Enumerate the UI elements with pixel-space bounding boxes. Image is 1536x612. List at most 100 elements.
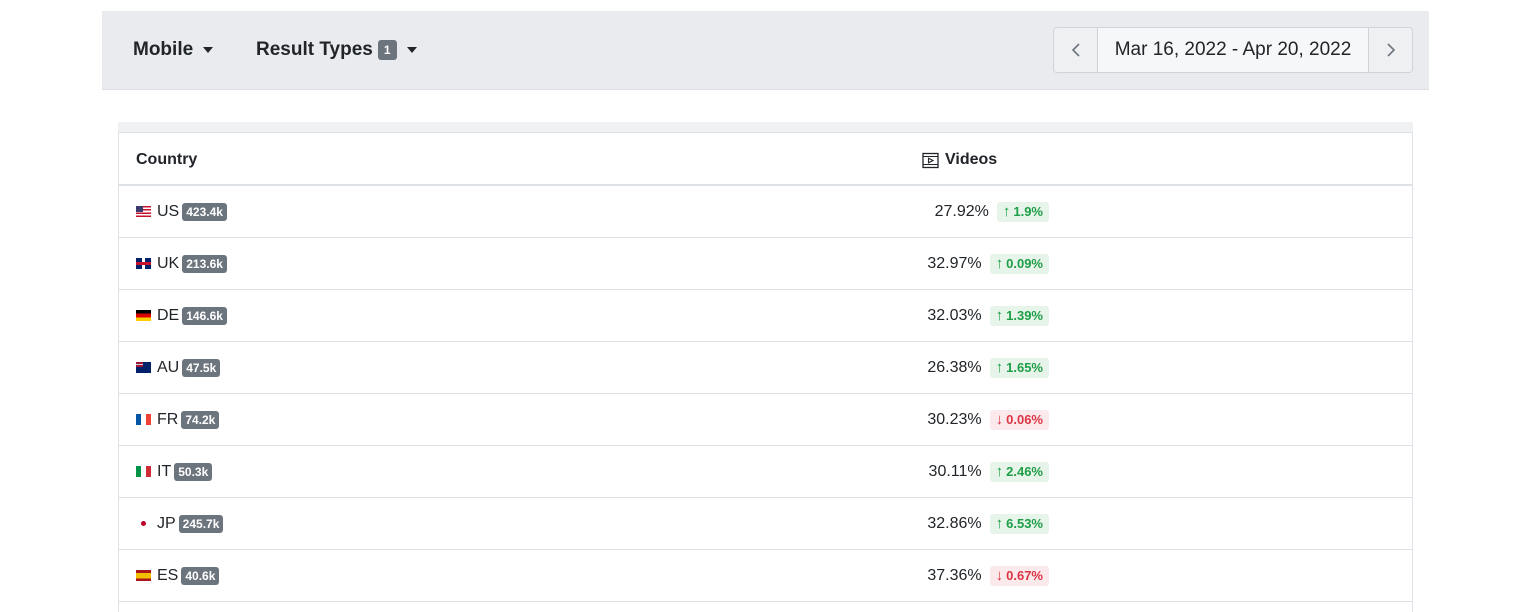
search-volume-badge: 50.3k bbox=[174, 462, 213, 481]
search-volume-badge: 40.6k bbox=[181, 566, 220, 585]
arrow-up-icon: ↑ bbox=[995, 462, 1004, 480]
country-cell: AU 47.5k bbox=[136, 342, 221, 393]
caret-down-icon bbox=[203, 47, 214, 53]
arrow-up-icon: ↑ bbox=[995, 514, 1004, 532]
arrow-down-icon: ↓ bbox=[995, 566, 1004, 584]
table-row: JP 245.7k 32.86% ↑ 6.53% bbox=[119, 498, 1412, 550]
change-badge: ↑ 1.9% bbox=[996, 201, 1049, 222]
uk-flag-icon bbox=[136, 258, 151, 269]
arrow-down-icon: ↓ bbox=[995, 410, 1004, 428]
change-value: 0.09% bbox=[1006, 255, 1043, 271]
country-column-header[interactable]: Country bbox=[136, 151, 198, 168]
fr-flag-icon bbox=[136, 414, 151, 425]
country-code: AU bbox=[157, 358, 180, 376]
caret-down-icon bbox=[406, 47, 417, 53]
change-badge: ↑ 1.39% bbox=[989, 305, 1049, 326]
video-icon bbox=[922, 152, 939, 168]
date-range-display[interactable]: Mar 16, 2022 - Apr 20, 2022 bbox=[1098, 28, 1368, 72]
previous-period-button[interactable] bbox=[1054, 28, 1098, 72]
country-code: DE bbox=[157, 306, 180, 324]
device-dropdown-label: Mobile bbox=[133, 39, 194, 60]
chevron-left-icon bbox=[1071, 43, 1080, 57]
videos-value-cell: 32.86% ↑ 6.53% bbox=[879, 498, 1049, 549]
search-volume-badge: 245.7k bbox=[178, 514, 224, 533]
country-code: US bbox=[157, 202, 180, 220]
table-row: DE 146.6k 32.03% ↑ 1.39% bbox=[119, 290, 1412, 342]
change-badge: ↑ 2.46% bbox=[989, 461, 1049, 482]
videos-column-label: Videos bbox=[945, 151, 998, 168]
search-volume-badge: 47.5k bbox=[182, 358, 221, 377]
table-row: US 423.4k 27.92% ↑ 1.9% bbox=[119, 186, 1412, 238]
change-badge: ↑ 1.65% bbox=[989, 357, 1049, 378]
country-cell: DE 146.6k bbox=[136, 290, 227, 341]
videos-value-cell: 30.11% ↑ 2.46% bbox=[879, 446, 1049, 497]
country-table: Country Videos US 423.4k 27.92% ↑ 1.9% bbox=[118, 132, 1413, 612]
videos-value-cell: 37.36% ↓ 0.67% bbox=[879, 550, 1049, 601]
country-code: IT bbox=[157, 462, 172, 480]
table-body: US 423.4k 27.92% ↑ 1.9% UK 213.6k 32.97% … bbox=[119, 186, 1412, 602]
table-row: IT 50.3k 30.11% ↑ 2.46% bbox=[119, 446, 1412, 498]
videos-value-cell: 32.03% ↑ 1.39% bbox=[879, 290, 1049, 341]
videos-value-cell: 30.23% ↓ 0.06% bbox=[879, 394, 1049, 445]
country-cell: UK 213.6k bbox=[136, 238, 227, 289]
videos-percentage: 32.97% bbox=[927, 254, 982, 272]
videos-value-cell: 26.38% ↑ 1.65% bbox=[879, 342, 1049, 393]
videos-percentage: 32.86% bbox=[927, 514, 982, 532]
change-value: 2.46% bbox=[1006, 463, 1043, 479]
videos-percentage: 30.11% bbox=[928, 462, 982, 480]
arrow-up-icon: ↑ bbox=[995, 306, 1004, 324]
country-code: UK bbox=[157, 254, 180, 272]
result-types-dropdown[interactable]: Result Types 1 bbox=[256, 39, 417, 61]
videos-column-header[interactable]: Videos bbox=[922, 151, 997, 169]
table-header: Country Videos bbox=[119, 133, 1412, 186]
change-value: 6.53% bbox=[1006, 515, 1043, 531]
table-row: AU 47.5k 26.38% ↑ 1.65% bbox=[119, 342, 1412, 394]
es-flag-icon bbox=[136, 570, 151, 581]
videos-value-cell: 32.97% ↑ 0.09% bbox=[879, 238, 1049, 289]
it-flag-icon bbox=[136, 466, 151, 477]
au-flag-icon bbox=[136, 362, 151, 373]
country-code: FR bbox=[157, 410, 179, 428]
change-value: 0.67% bbox=[1006, 567, 1043, 583]
country-cell: JP 245.7k bbox=[136, 498, 224, 549]
change-value: 1.9% bbox=[1013, 203, 1043, 219]
result-types-label: Result Types bbox=[256, 39, 373, 60]
videos-percentage: 27.92% bbox=[934, 202, 989, 220]
search-volume-badge: 423.4k bbox=[182, 202, 227, 221]
change-value: 1.65% bbox=[1006, 359, 1043, 375]
country-cell: ES 40.6k bbox=[136, 550, 220, 601]
de-flag-icon bbox=[136, 310, 151, 321]
table-top-strip bbox=[118, 122, 1413, 132]
change-badge: ↑ 0.09% bbox=[989, 253, 1049, 274]
result-types-count-badge: 1 bbox=[377, 40, 397, 60]
videos-value-cell: 27.92% ↑ 1.9% bbox=[879, 186, 1049, 237]
arrow-up-icon: ↑ bbox=[995, 358, 1004, 376]
search-volume-badge: 74.2k bbox=[181, 410, 220, 429]
table-row: UK 213.6k 32.97% ↑ 0.09% bbox=[119, 238, 1412, 290]
next-period-button[interactable] bbox=[1368, 28, 1412, 72]
table-row: ES 40.6k 37.36% ↓ 0.67% bbox=[119, 550, 1412, 602]
date-range-picker: Mar 16, 2022 - Apr 20, 2022 bbox=[1053, 27, 1413, 73]
change-value: 1.39% bbox=[1006, 307, 1043, 323]
jp-flag-icon bbox=[136, 518, 151, 529]
search-volume-badge: 213.6k bbox=[182, 254, 227, 273]
chevron-right-icon bbox=[1386, 43, 1395, 57]
country-cell: IT 50.3k bbox=[136, 446, 213, 497]
filter-toolbar: Mobile Result Types 1 Mar 16, 2022 - Apr… bbox=[102, 11, 1429, 90]
change-badge: ↓ 0.06% bbox=[989, 409, 1049, 430]
table-row: FR 74.2k 30.23% ↓ 0.06% bbox=[119, 394, 1412, 446]
change-badge: ↓ 0.67% bbox=[989, 565, 1049, 586]
change-badge: ↑ 6.53% bbox=[989, 513, 1049, 534]
videos-percentage: 37.36% bbox=[927, 566, 982, 584]
country-code: ES bbox=[157, 566, 179, 584]
country-code: JP bbox=[157, 514, 176, 532]
device-dropdown[interactable]: Mobile bbox=[133, 39, 214, 61]
videos-percentage: 30.23% bbox=[927, 410, 982, 428]
change-value: 0.06% bbox=[1006, 411, 1043, 427]
search-volume-badge: 146.6k bbox=[182, 306, 227, 325]
us-flag-icon bbox=[136, 206, 151, 217]
country-cell: US 423.4k bbox=[136, 186, 227, 237]
videos-percentage: 32.03% bbox=[927, 306, 982, 324]
arrow-up-icon: ↑ bbox=[1002, 202, 1011, 220]
country-cell: FR 74.2k bbox=[136, 394, 220, 445]
